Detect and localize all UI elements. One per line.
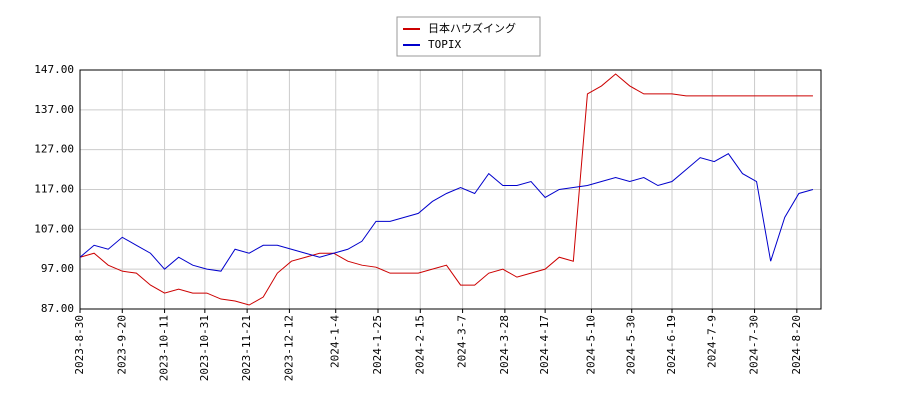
x-tick-label: 2024-2-15 xyxy=(413,315,426,375)
x-tick-label: 2024-3-28 xyxy=(498,315,511,375)
legend-label: 日本ハウズイング xyxy=(428,21,516,35)
x-tick-label: 2024-3-7 xyxy=(456,315,469,368)
plot-frame xyxy=(79,69,822,310)
y-tick-label: 137.00 xyxy=(34,103,74,116)
x-tick-label: 2023-10-31 xyxy=(198,315,211,381)
x-tick-label: 2023-12-12 xyxy=(282,315,295,381)
y-tick-label: 97.00 xyxy=(41,262,74,275)
x-tick-label: 2023-11-21 xyxy=(240,315,253,381)
x-tick-label: 2024-6-19 xyxy=(665,315,678,375)
x-tick-label: 2024-5-30 xyxy=(625,315,638,375)
legend xyxy=(396,16,541,57)
x-tick-label: 2024-7-9 xyxy=(705,315,718,368)
x-tick-label: 2024-8-20 xyxy=(790,315,803,375)
y-tick-label: 87.00 xyxy=(41,302,74,315)
x-tick-label: 2023-10-11 xyxy=(158,315,171,381)
y-tick-label: 147.00 xyxy=(34,63,74,76)
x-tick-label: 2023-9-20 xyxy=(115,315,128,375)
series-line xyxy=(79,73,813,306)
x-tick-label: 2023-8-30 xyxy=(73,315,86,375)
x-tick-label: 2024-5-10 xyxy=(584,315,597,375)
x-tick-label: 2024-1-25 xyxy=(371,315,384,375)
series-line xyxy=(79,152,814,272)
y-tick-label: 107.00 xyxy=(34,222,74,235)
x-tick-label: 2024-7-30 xyxy=(748,315,761,375)
y-tick-label: 117.00 xyxy=(34,183,74,196)
x-tick-label: 2024-4-17 xyxy=(538,315,551,375)
x-tick-label: 2024-1-4 xyxy=(329,315,342,368)
legend-label: TOPIX xyxy=(428,38,461,51)
y-tick-label: 127.00 xyxy=(34,143,74,156)
